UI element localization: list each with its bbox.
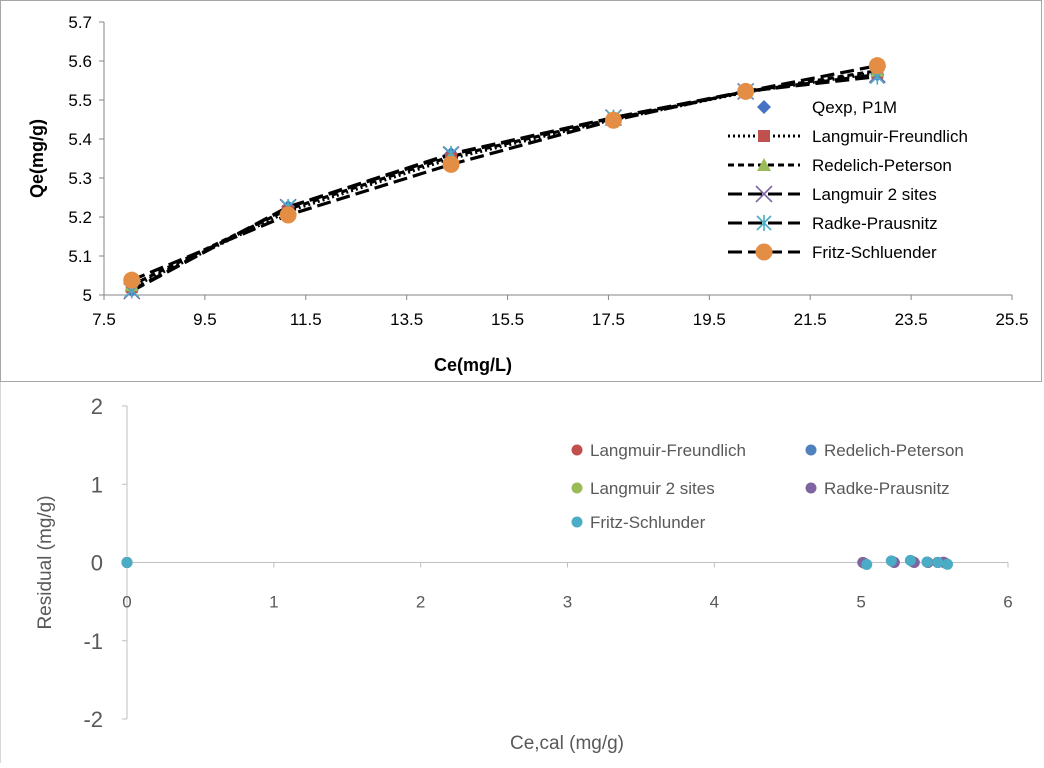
bottom-legend-entry: Redelich-Peterson (805, 441, 964, 460)
top-legend-label: Langmuir-Freundlich (812, 127, 968, 146)
top-legend-label: Fritz-Schluender (812, 243, 937, 262)
bottom-data-point (932, 557, 944, 568)
top-x-tick-label: 23.5 (895, 310, 928, 329)
top-legend-entry: Qexp, P1M (757, 98, 897, 117)
bottom-legend-marker (805, 482, 817, 494)
bottom-x-tick-label: 2 (416, 593, 425, 612)
bottom-legend-label: Langmuir-Freundlich (590, 441, 746, 460)
top-data-point (737, 82, 755, 100)
top-legend-label: Redelich-Peterson (812, 156, 952, 175)
bottom-legend-marker (571, 516, 583, 528)
bottom-legend-label: Langmuir 2 sites (590, 479, 715, 498)
bottom-legend-label: Redelich-Peterson (824, 441, 964, 460)
top-x-tick-label: 21.5 (794, 310, 827, 329)
bottom-x-tick-label: 0 (122, 593, 131, 612)
bottom-data-point (942, 558, 954, 570)
top-y-tick-label: 5.4 (68, 130, 92, 149)
bottom-y-axis-title: Residual (mg/g) (35, 495, 56, 629)
top-data-point (604, 111, 622, 129)
top-legend-marker (757, 100, 771, 114)
top-y-tick-label: 5.6 (68, 52, 92, 71)
top-x-tick-label: 9.5 (193, 310, 217, 329)
top-y-axis-title: Qe(mg/g) (27, 119, 47, 198)
top-series-markers-fritz-schluender (123, 57, 886, 289)
bottom-x-tick-label: 4 (710, 593, 719, 612)
top-series-markers-langmuir-2-sites (123, 66, 886, 300)
bottom-legend-entry: Fritz-Schlunder (571, 513, 706, 532)
top-series-line (130, 75, 878, 292)
top-legend-entry: Fritz-Schluender (728, 243, 937, 262)
bottom-legend-label: Fritz-Schlunder (590, 513, 706, 532)
top-legend-entry: Langmuir 2 sites (728, 185, 937, 204)
bottom-y-tick-label: 1 (91, 472, 103, 497)
bottom-y-tick-label: -1 (83, 629, 103, 654)
bottom-legend-marker (571, 444, 583, 456)
bottom-x-tick-label: 5 (856, 593, 865, 612)
top-data-point (123, 271, 141, 289)
top-series-line (131, 64, 878, 282)
top-x-tick-label: 11.5 (290, 310, 322, 329)
bottom-legend-marker (571, 482, 583, 494)
top-x-tick-label: 15.5 (491, 310, 524, 329)
bottom-series-fritz-schlunder (121, 554, 954, 571)
top-series-markers-langmuir-freundlich (125, 66, 884, 294)
bottom-legend-entry: Radke-Prausnitz (805, 479, 950, 498)
bottom-x-axis-title: Ce,cal (mg/g) (510, 733, 624, 754)
top-legend-marker (756, 215, 772, 231)
top-data-point (442, 155, 460, 173)
top-y-tick-label: 5.3 (68, 169, 92, 188)
top-legend-entry: Redelich-Peterson (728, 156, 952, 175)
bottom-data-point (904, 554, 916, 566)
bottom-x-tick-label: 6 (1003, 593, 1012, 612)
top-legend-label: Radke-Prausnitz (812, 214, 938, 233)
top-x-axis-title: Ce(mg/L) (434, 355, 512, 375)
bottom-data-point (121, 557, 133, 568)
top-x-tick-label: 13.5 (390, 310, 423, 329)
top-series-markers-radke-prausnitz (124, 68, 885, 299)
top-data-point (279, 206, 297, 224)
top-y-tick-label: 5 (83, 286, 92, 305)
top-legend-marker (758, 130, 770, 142)
top-data-point (868, 57, 886, 75)
bottom-data-point (921, 556, 933, 568)
bottom-data-point (885, 555, 897, 567)
top-legend-marker (755, 185, 773, 203)
bottom-legend-entry: Langmuir 2 sites (571, 479, 715, 498)
top-legend-marker (757, 158, 771, 171)
top-legend-marker (755, 243, 773, 261)
top-legend-entry: Langmuir-Freundlich (728, 127, 968, 146)
top-legend-label: Langmuir 2 sites (812, 185, 937, 204)
bottom-x-tick-label: 3 (563, 593, 572, 612)
top-legend-label: Qexp, P1M (812, 98, 897, 117)
bottom-y-tick-label: -2 (83, 707, 103, 732)
bottom-legend-marker (805, 444, 817, 456)
bottom-y-tick-label: 2 (91, 394, 103, 419)
top-x-tick-label: 17.5 (592, 310, 625, 329)
top-series-fritz-schluender (131, 64, 878, 282)
top-y-tick-label: 5.2 (68, 208, 92, 227)
top-x-tick-label: 25.5 (995, 310, 1028, 329)
bottom-legend-label: Radke-Prausnitz (824, 479, 950, 498)
bottom-x-tick-label: 1 (269, 593, 278, 612)
top-series-radke-prausnitz (130, 75, 878, 292)
bottom-legend-entry: Langmuir-Freundlich (571, 441, 746, 460)
top-y-tick-label: 5.7 (68, 13, 92, 32)
top-x-tick-label: 7.5 (92, 310, 116, 329)
top-y-tick-label: 5.5 (68, 91, 92, 110)
bottom-y-tick-label: 0 (91, 551, 103, 576)
top-chart-frame (0, 0, 1042, 382)
top-series-markers-qexp-p1m (124, 67, 885, 298)
top-x-tick-label: 19.5 (693, 310, 726, 329)
top-legend-entry: Radke-Prausnitz (728, 214, 938, 233)
top-y-tick-label: 5.1 (68, 247, 92, 266)
bottom-data-point (861, 559, 873, 571)
